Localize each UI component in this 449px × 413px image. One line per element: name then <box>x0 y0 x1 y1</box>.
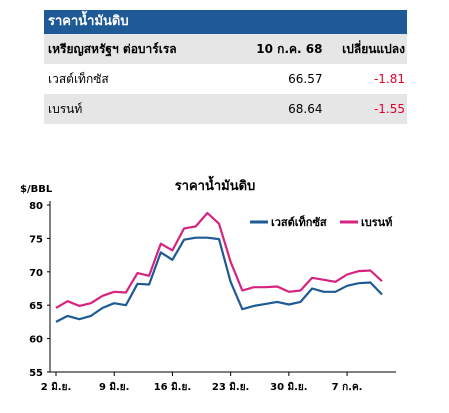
y-tick-label: 60 <box>29 335 43 346</box>
x-tick-label: 7 ก.ค. <box>332 382 363 393</box>
table-row: เวสต์เท็กซัส 66.57 -1.81 <box>44 64 407 94</box>
table-row: เบรนท์ 68.64 -1.55 <box>44 94 407 124</box>
x-tick-label: 2 มิ.ย. <box>41 381 72 393</box>
x-tick-label: 9 มิ.ย. <box>99 381 130 393</box>
table-header-row: เหรียญสหรัฐฯ ต่อบาร์เรล 10 ก.ค. 68 เปลี่… <box>44 34 407 64</box>
row-value: 66.57 <box>288 72 323 86</box>
y-tick-label: 65 <box>29 301 43 312</box>
header-change: เปลี่ยนแปลง <box>342 41 405 56</box>
x-tick-label: 23 มิ.ย. <box>212 381 249 393</box>
legend-label: เบรนท์ <box>361 216 392 229</box>
crude-oil-line-chart: ราคาน้ำมันดิบ $/BBL 55 60 65 70 75 80 2 มิ.ย. 9 ม… <box>20 175 396 393</box>
legend-label: เวสต์เท็กซัส <box>271 215 327 229</box>
row-change: -1.81 <box>373 72 405 86</box>
row-value: 68.64 <box>288 102 323 116</box>
row-change: -1.55 <box>373 102 405 116</box>
x-tick-label: 16 มิ.ย. <box>154 381 191 393</box>
y-axis-label: $/BBL <box>20 184 53 195</box>
chart-title: ราคาน้ำมันดิบ <box>175 175 256 194</box>
header-unit: เหรียญสหรัฐฯ ต่อบาร์เรล <box>48 41 177 56</box>
y-tick-label: 55 <box>29 368 43 379</box>
table-title: ราคาน้ำมันดิบ <box>44 10 407 34</box>
series-line-wti <box>55 236 383 323</box>
row-name: เวสต์เท็กซัส <box>48 71 109 86</box>
x-tick-label: 30 มิ.ย. <box>270 381 307 393</box>
header-date: 10 ก.ค. 68 <box>256 41 323 56</box>
price-table: ราคาน้ำมันดิบ เหรียญสหรัฐฯ ต่อบาร์เรล 10… <box>44 10 407 124</box>
y-tick-label: 80 <box>29 201 43 212</box>
row-name: เบรนท์ <box>48 101 83 116</box>
series-line-brent <box>55 211 383 309</box>
y-tick-label: 70 <box>29 268 43 279</box>
y-tick-label: 75 <box>29 234 43 245</box>
